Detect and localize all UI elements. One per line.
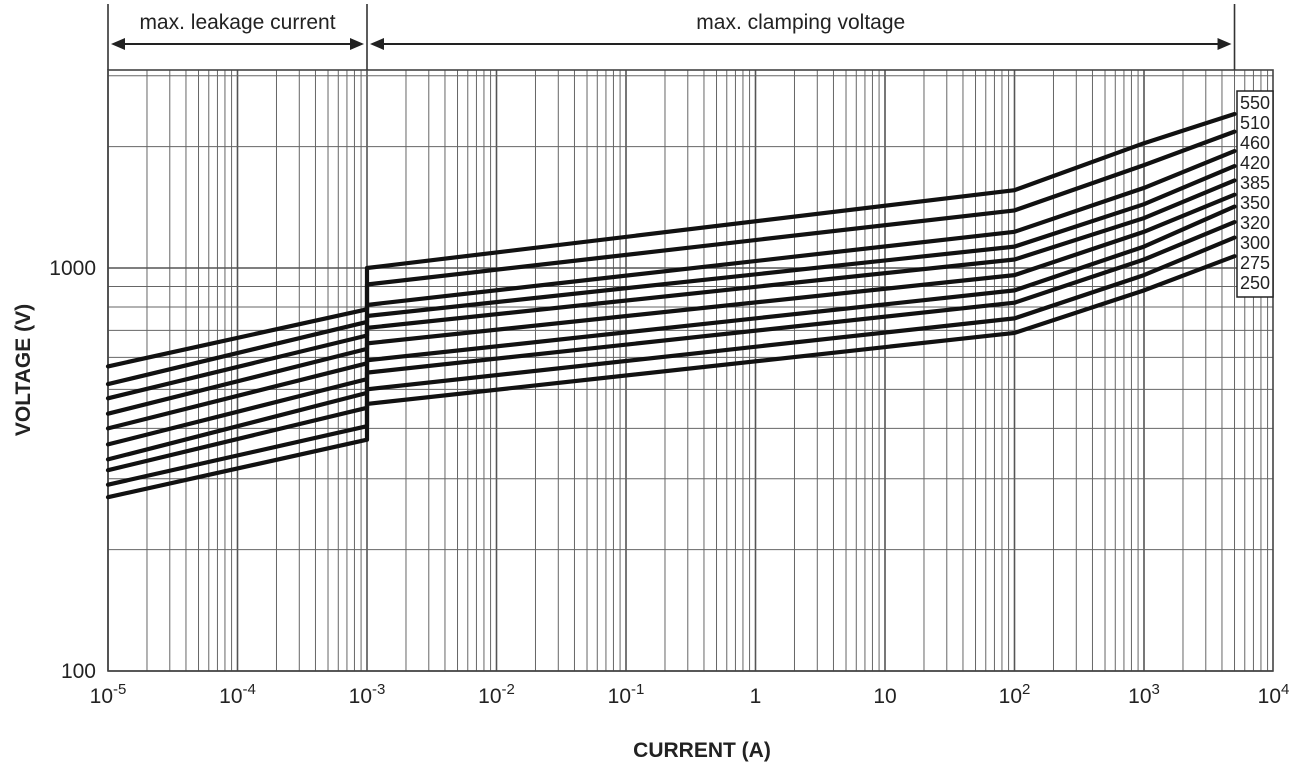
series-line-320 xyxy=(105,204,1237,462)
legend-item-320: 320 xyxy=(1240,213,1270,233)
x-tick-label: 102 xyxy=(999,681,1031,708)
legend-item-250: 250 xyxy=(1240,273,1270,293)
x-tick-label: 10-1 xyxy=(608,681,645,708)
plot-frame xyxy=(107,4,1274,672)
arrowhead-right-icon xyxy=(350,38,364,50)
series-line-385 xyxy=(105,178,1237,431)
legend-item-350: 350 xyxy=(1240,193,1270,213)
legend-item-420: 420 xyxy=(1240,153,1270,173)
series-line-275 xyxy=(105,235,1237,487)
series-line-510 xyxy=(105,129,1237,387)
legend-item-510: 510 xyxy=(1240,113,1270,133)
annotations: max. leakage current max. clamping voltag… xyxy=(111,11,1232,50)
legend-box xyxy=(1236,90,1274,298)
x-tick-label: 10-4 xyxy=(219,681,256,708)
x-tick-label: 10-3 xyxy=(349,681,386,708)
x-tick-label: 103 xyxy=(1128,681,1160,708)
arrowhead-left-icon xyxy=(111,38,125,50)
plot-grid xyxy=(107,70,1273,672)
series-lines xyxy=(105,111,1237,500)
x-tick-label: 1 xyxy=(750,685,762,708)
legend-item-275: 275 xyxy=(1240,253,1270,273)
y-tick-label: 100 xyxy=(61,660,96,683)
legend-item-300: 300 xyxy=(1240,233,1270,253)
series-line-460 xyxy=(105,149,1237,401)
x-tick-label: 10-5 xyxy=(90,681,127,708)
series-line-250 xyxy=(105,254,1237,500)
series-line-420 xyxy=(105,164,1237,416)
series-line-300 xyxy=(105,220,1237,473)
legend-item-550: 550 xyxy=(1240,93,1270,113)
annotation-label: max. leakage current xyxy=(139,11,335,34)
x-tick-label: 10 xyxy=(873,685,896,708)
x-tick-label: 10-2 xyxy=(478,681,515,708)
arrowhead-right-icon xyxy=(1217,38,1232,50)
arrowhead-left-icon xyxy=(370,38,384,50)
x-tick-label: 104 xyxy=(1258,681,1290,708)
x-axis-label: CURRENT (A) xyxy=(633,739,771,762)
series-line-550 xyxy=(105,111,1237,369)
x-axis-ticks: 10-5 10-4 10-3 10-2 10-1 1 10 102 103 104 xyxy=(90,681,1290,708)
series-line-350 xyxy=(105,192,1237,447)
y-axis-ticks: 100 1000 xyxy=(49,257,96,683)
y-axis-label: VOLTAGE (V) xyxy=(12,304,35,436)
legend-item-385: 385 xyxy=(1240,173,1270,193)
annotation-label: max. clamping voltage xyxy=(696,11,905,34)
plot-border xyxy=(107,69,1274,672)
legend-item-460: 460 xyxy=(1240,133,1270,153)
y-tick-label: 1000 xyxy=(49,257,96,280)
